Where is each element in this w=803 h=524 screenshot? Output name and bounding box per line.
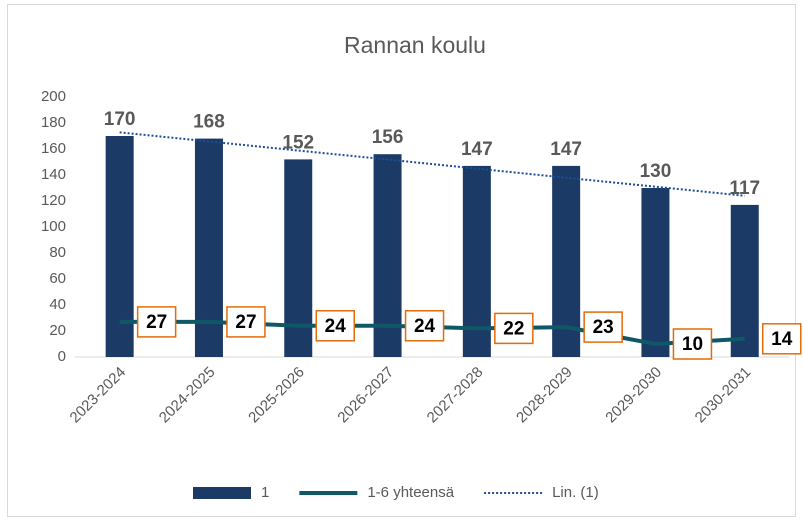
line-value-label: 24 [414, 316, 436, 337]
bar-value-label: 117 [729, 178, 760, 199]
data-label-box [136, 306, 177, 338]
bar-value-label: 170 [104, 109, 136, 130]
data-label-box [226, 306, 266, 338]
y-tick-label: 180 [41, 114, 66, 131]
y-tick-label: 100 [41, 218, 66, 235]
y-tick-label: 60 [49, 270, 66, 287]
line-value-label: 27 [235, 312, 256, 333]
bar [730, 204, 759, 357]
bar-value-label: 147 [550, 139, 582, 160]
bar-value-label: 130 [640, 161, 672, 182]
line-value-label: 23 [593, 317, 614, 338]
line-value-label: 27 [146, 312, 167, 333]
bar-value-label: 156 [372, 127, 404, 148]
y-tick-label: 40 [49, 296, 66, 313]
bar [462, 165, 491, 357]
y-tick-label: 200 [41, 88, 66, 105]
chart-title: Rannan koulu [344, 32, 486, 58]
data-label-box [315, 310, 355, 342]
y-tick-label: 80 [49, 244, 66, 261]
line-value-label: 22 [503, 318, 524, 339]
data-label-box [762, 323, 802, 355]
legend-label: 1 [261, 484, 269, 501]
bar-value-label: 168 [193, 112, 225, 133]
y-tick-label: 140 [41, 166, 66, 183]
bar-value-label: 152 [282, 132, 314, 153]
data-label-box [583, 311, 623, 343]
data-label-box [494, 312, 534, 345]
y-tick-label: 20 [49, 322, 66, 339]
data-label-box [404, 310, 445, 342]
legend-swatch [193, 487, 251, 499]
y-tick-label: 160 [41, 140, 66, 157]
bar [373, 154, 402, 357]
line-value-label: 10 [682, 334, 703, 355]
bar [641, 188, 670, 357]
data-label-box [672, 328, 713, 360]
y-tick-label: 120 [41, 192, 66, 209]
y-tick-label: 0 [58, 348, 66, 365]
trend-line [119, 131, 745, 197]
line-value-label: 14 [771, 329, 793, 350]
legend-label: 1-6 yhteensä [367, 484, 454, 501]
line-value-label: 24 [325, 316, 347, 337]
legend-label: Lin. (1) [552, 484, 599, 501]
bar-value-label: 147 [461, 139, 493, 160]
